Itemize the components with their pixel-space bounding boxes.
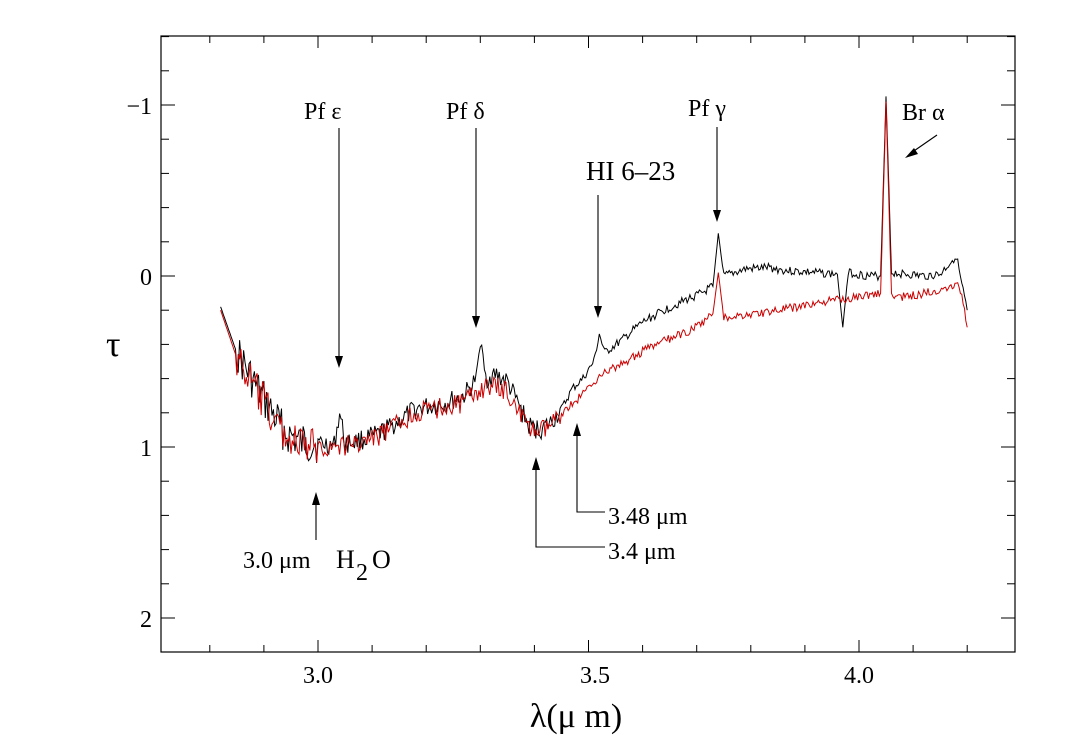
arrowhead-3-48um	[573, 423, 581, 436]
label-pf-gamma: Pf γ	[688, 96, 726, 122]
label-3-4um: 3.4 μm	[608, 539, 676, 565]
x-tick-label-3-5: 3.5	[580, 663, 610, 689]
arrow-3-48um	[576, 434, 605, 513]
label-hi623: HI 6–23	[586, 156, 675, 186]
annotation-arrows	[312, 127, 938, 548]
arrowhead-hi623	[594, 306, 602, 318]
y-tick-label-neg1: −1	[126, 94, 152, 120]
label-h2o-o: O	[372, 545, 391, 574]
y-axis-label: τ	[106, 324, 120, 364]
x-tick-label-4-0: 4.0	[844, 663, 874, 689]
arrow-3-4um	[535, 468, 605, 548]
label-h2o-um: 3.0 μm	[243, 548, 311, 574]
axis-ticks	[161, 36, 1015, 652]
y-tick-label-2: 2	[140, 607, 152, 633]
series-group	[220, 96, 968, 464]
arrowhead-pf-eps	[335, 356, 343, 368]
arrowhead-3-4um	[532, 457, 540, 470]
y-tick-label-1: 1	[140, 436, 152, 462]
label-pf-delta: Pf δ	[446, 99, 485, 125]
label-h2o-h: H	[336, 545, 355, 574]
label-pf-eps: Pf ε	[304, 99, 341, 125]
label-3-48um: 3.48 μm	[608, 504, 688, 530]
series-line-red	[220, 101, 968, 463]
arrowhead-br-alpha	[905, 148, 918, 158]
arrowhead-h2o	[312, 492, 320, 505]
x-tick-label-3-0: 3.0	[303, 663, 333, 689]
x-axis-label: λ(μ m)	[530, 698, 622, 735]
label-br-alpha: Br α	[902, 100, 945, 126]
y-tick-label-0: 0	[140, 265, 152, 291]
arrowhead-pf-gamma	[713, 210, 721, 222]
series-line-black	[220, 96, 968, 464]
arrowhead-pf-delta	[472, 316, 480, 328]
label-h2o-sub2: 2	[356, 560, 368, 586]
